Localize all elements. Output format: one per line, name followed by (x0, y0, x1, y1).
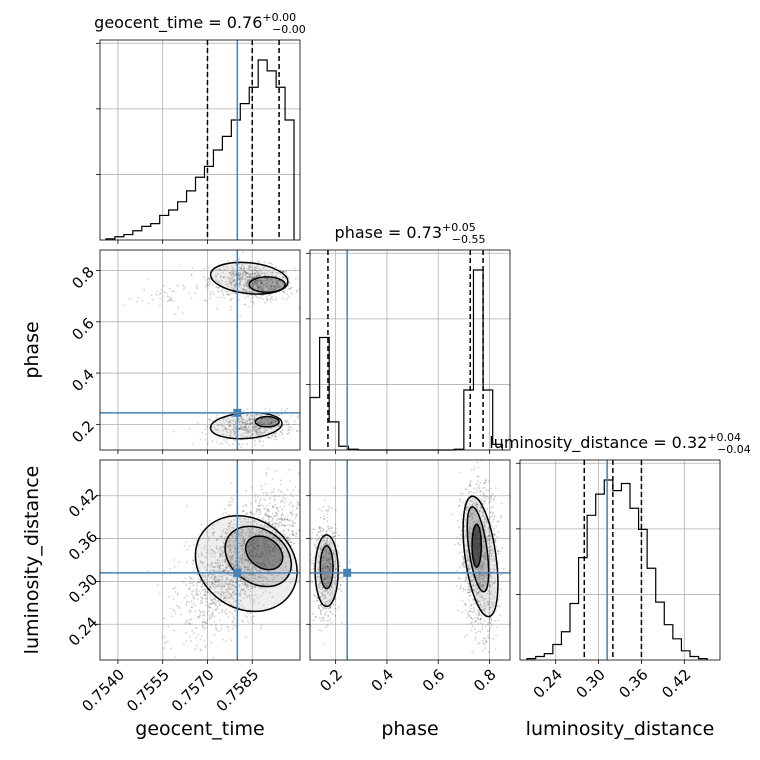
contour-distance-vs-phase-3 (314, 534, 339, 608)
x-tick-label-geocent_time-2: 0.7570 (168, 666, 218, 716)
y-tick-label-luminosity_distance-0: 0.24 (65, 613, 101, 649)
x-tick-label-geocent_time-0: 0.7540 (78, 666, 128, 716)
x-tick-label-phase-3: 0.8 (470, 666, 500, 696)
x-tick-label-luminosity_distance-3: 0.42 (658, 666, 694, 702)
y-tick-label-phase-0: 0.2 (68, 417, 98, 447)
x-tick-label-luminosity_distance-0: 0.24 (530, 666, 566, 702)
histogram-frame-luminosity_distance (519, 459, 721, 661)
scatter-distance-vs-geocent-time (146, 459, 301, 659)
panel-title-geocent_time: geocent_time = 0.76+0.00 −0.00 (94, 11, 306, 36)
panel-title-phase: phase = 0.73+0.05 −0.55 (335, 221, 486, 246)
truth-marker-phase-vs-geocent-time (233, 408, 242, 417)
y-tick-label-luminosity_distance-1: 0.30 (65, 571, 101, 607)
x-axis-label-phase: phase (381, 718, 438, 740)
contour-distance-vs-phase-4 (319, 544, 334, 590)
contour-distance-vs-phase-2 (471, 523, 483, 568)
y-tick-label-phase-1: 0.4 (68, 366, 98, 396)
x-tick-label-phase-1: 0.4 (368, 666, 398, 696)
truth-marker-distance-vs-geocent-time (233, 568, 242, 577)
x-tick-label-luminosity_distance-2: 0.36 (615, 666, 651, 702)
panel-frame-phase-vs-geocent-time (99, 249, 301, 451)
y-axis-label-luminosity-distance: luminosity_distance (21, 466, 43, 655)
scatter-phase-vs-geocent-time (123, 251, 301, 449)
x-tick-label-luminosity_distance-1: 0.30 (572, 666, 608, 702)
x-tick-label-phase-0: 0.2 (316, 666, 346, 696)
histogram-phase (309, 269, 503, 451)
contour-distance-vs-geocent-time-2 (244, 535, 284, 571)
contour-phase-vs-geocent-time-1 (248, 276, 286, 294)
panel-frame-distance-vs-phase (309, 459, 511, 661)
x-tick-label-phase-2: 0.6 (419, 666, 449, 696)
y-tick-label-luminosity_distance-2: 0.36 (65, 528, 101, 564)
histogram-luminosity_distance (526, 479, 708, 660)
contour-phase-vs-geocent-time-0 (209, 261, 289, 295)
x-tick-label-geocent_time-3: 0.7585 (213, 666, 263, 716)
x-axis-label-luminosity_distance: luminosity_distance (526, 718, 715, 740)
y-tick-label-phase-3: 0.8 (68, 263, 98, 293)
contour-phase-vs-geocent-time-3 (254, 415, 280, 428)
x-axis-label-geocent_time: geocent_time (135, 718, 264, 740)
histogram-frame-geocent_time (99, 39, 301, 241)
x-tick-label-geocent_time-1: 0.7555 (123, 666, 173, 716)
truth-marker-distance-vs-phase (343, 568, 352, 577)
y-tick-label-phase-2: 0.6 (68, 314, 98, 344)
histogram-geocent_time (105, 59, 295, 240)
panel-frame-distance-vs-geocent-time (99, 459, 301, 661)
y-axis-label-phase: phase (21, 321, 43, 378)
panel-title-luminosity_distance: luminosity_distance = 0.32+0.04 −0.04 (489, 431, 751, 456)
histogram-frame-phase (309, 249, 511, 451)
y-tick-label-luminosity_distance-3: 0.42 (65, 485, 101, 521)
